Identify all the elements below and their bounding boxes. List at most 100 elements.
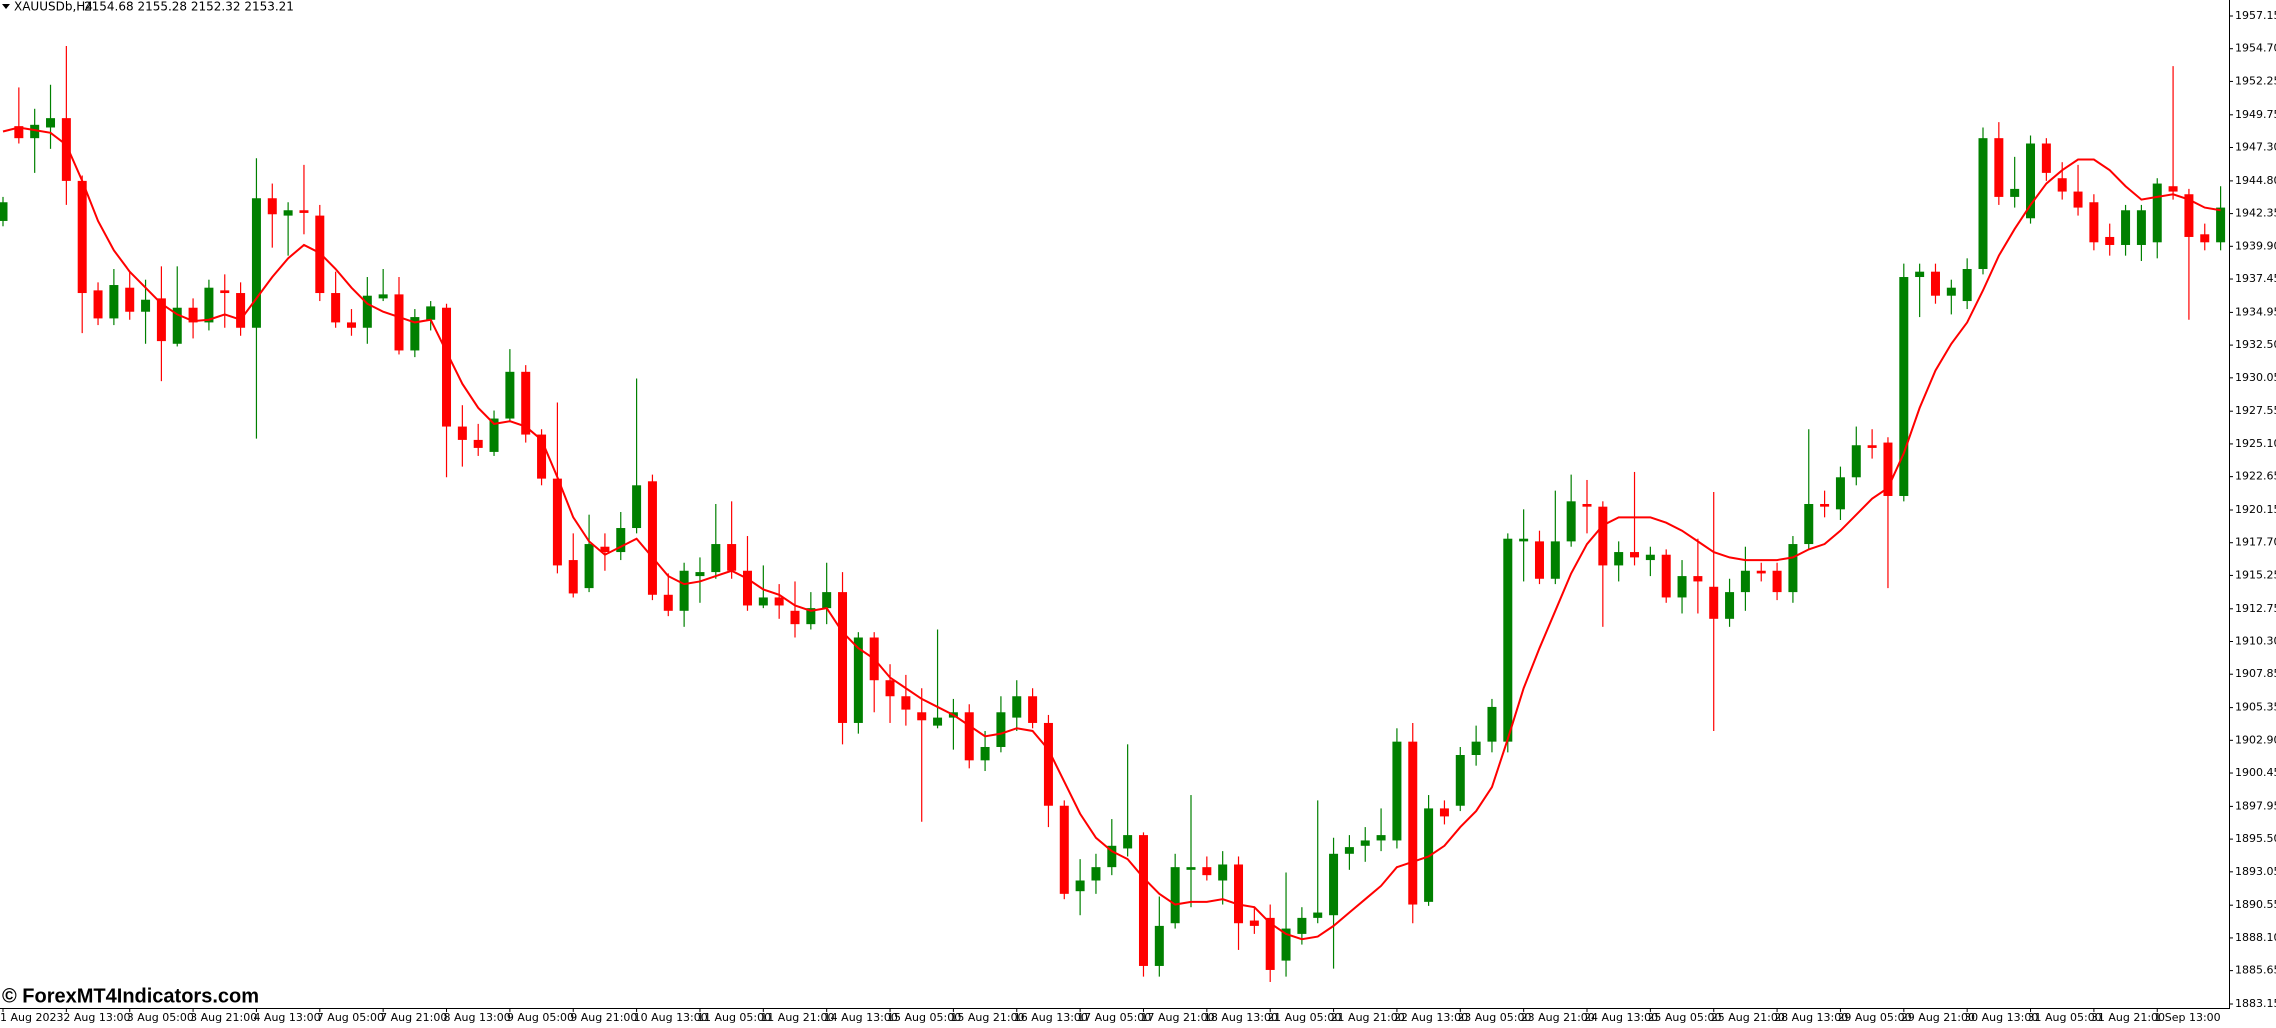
y-tick-label: 1920.15 xyxy=(2235,503,2276,516)
candle-body xyxy=(600,546,610,553)
candle-body xyxy=(204,287,214,323)
candle-body xyxy=(980,746,990,761)
candle-body xyxy=(457,426,467,440)
candle-body xyxy=(236,293,246,328)
candle-body xyxy=(853,637,863,723)
candle-body xyxy=(473,439,483,448)
y-tick-label: 1907.85 xyxy=(2235,667,2276,680)
x-tick-label: 10 Aug 13:00 xyxy=(634,1011,708,1024)
y-tick-label: 1912.75 xyxy=(2235,602,2276,615)
candle-body xyxy=(1186,867,1196,870)
candle-body xyxy=(2026,143,2036,219)
candle-body xyxy=(1740,570,1750,593)
watermark: © ForexMT4Indicators.com xyxy=(2,985,259,1007)
candle-body xyxy=(838,592,848,723)
candle-body xyxy=(1249,920,1259,926)
candle-body xyxy=(1519,538,1529,542)
candle-body xyxy=(2089,202,2099,243)
candle-body xyxy=(1693,576,1703,582)
y-tick-label: 1944.80 xyxy=(2235,174,2276,187)
candle-body xyxy=(2073,191,2083,208)
x-tick-label: 7 Aug 05:00 xyxy=(317,1011,384,1024)
x-tick-label: 8 Aug 13:00 xyxy=(444,1011,511,1024)
candle-body xyxy=(1043,722,1053,806)
moving-average-line xyxy=(2,126,2221,941)
candle-body xyxy=(1534,541,1544,579)
x-tick-label: 2 Aug 13:00 xyxy=(63,1011,130,1024)
candle-body xyxy=(1297,917,1307,934)
x-tick-label: 7 Aug 21:00 xyxy=(380,1011,447,1024)
x-tick-label: 3 Aug 21:00 xyxy=(190,1011,257,1024)
candle-body xyxy=(1645,554,1655,561)
candle-body xyxy=(917,712,927,721)
candle-body xyxy=(663,594,673,611)
candle-body xyxy=(283,210,293,216)
candle-body xyxy=(1630,552,1640,558)
x-tick-label: 23 Aug 05:00 xyxy=(1457,1011,1531,1024)
x-tick-label: 9 Aug 05:00 xyxy=(507,1011,574,1024)
chart-title: XAUUSDb,H4 xyxy=(14,0,93,14)
y-tick-label: 1895.50 xyxy=(2235,832,2276,845)
x-tick-label: 14 Aug 13:00 xyxy=(824,1011,898,1024)
candle-body xyxy=(1883,442,1893,496)
candle-body xyxy=(1059,805,1069,894)
candle-body xyxy=(933,717,943,726)
candle-body xyxy=(727,544,737,571)
x-tick-label: 1 Sep 13:00 xyxy=(2154,1011,2220,1024)
x-tick-label: 15 Aug 21:00 xyxy=(950,1011,1024,1024)
candle-body xyxy=(1439,808,1449,817)
candle-body xyxy=(2168,186,2178,192)
candle-body xyxy=(1123,835,1133,849)
candle-body xyxy=(1392,741,1402,841)
candle-body xyxy=(711,544,721,573)
candle-body xyxy=(1550,541,1560,579)
candle-body xyxy=(1107,845,1117,868)
candle-body xyxy=(30,124,40,139)
y-tick-label: 1893.05 xyxy=(2235,865,2276,878)
x-tick-label: 29 Aug 05:00 xyxy=(1837,1011,1911,1024)
candle-body xyxy=(1725,592,1735,619)
candle-body xyxy=(1978,138,1988,270)
candle-body xyxy=(426,306,436,320)
x-tick-label: 21 Aug 05:00 xyxy=(1267,1011,1341,1024)
candle-body xyxy=(1788,544,1798,593)
candle-body xyxy=(1677,576,1687,598)
header-arrow xyxy=(2,4,10,9)
y-tick-label: 1939.90 xyxy=(2235,239,2276,252)
candle-body xyxy=(77,180,87,294)
candle-body xyxy=(1408,741,1418,905)
candle-body xyxy=(394,294,404,351)
y-tick-label: 1942.35 xyxy=(2235,207,2276,220)
y-tick-label: 1949.75 xyxy=(2235,108,2276,121)
candle-body xyxy=(521,371,531,435)
candle-body xyxy=(1566,501,1576,542)
candle-body xyxy=(172,307,182,344)
candle-body xyxy=(1804,503,1814,545)
candle-body xyxy=(537,434,547,479)
y-tick-label: 1922.65 xyxy=(2235,470,2276,483)
candle-body xyxy=(568,560,578,594)
candle-body xyxy=(552,478,562,566)
y-tick-label: 1917.70 xyxy=(2235,536,2276,549)
candle-body xyxy=(996,712,1006,747)
y-tick-label: 1885.65 xyxy=(2235,964,2276,977)
y-tick-label: 1927.55 xyxy=(2235,404,2276,417)
candle-body xyxy=(1234,864,1244,924)
candle-body xyxy=(679,570,689,611)
candle-body xyxy=(2057,178,2067,192)
candle-body xyxy=(1012,696,1022,718)
candle-body xyxy=(1487,706,1497,742)
candle-body xyxy=(1962,269,1972,302)
candle-body xyxy=(220,290,230,294)
candle-body xyxy=(362,295,372,328)
candle-body xyxy=(1503,538,1513,742)
candle-body xyxy=(1424,808,1434,902)
candle-body xyxy=(647,481,657,595)
candle-body xyxy=(1582,503,1592,507)
y-tick-label: 1937.45 xyxy=(2235,272,2276,285)
candle-body xyxy=(299,210,309,213)
x-tick-label: 11 Aug 21:00 xyxy=(760,1011,834,1024)
y-tick-label: 1954.70 xyxy=(2235,42,2276,55)
candle-body xyxy=(584,544,594,589)
